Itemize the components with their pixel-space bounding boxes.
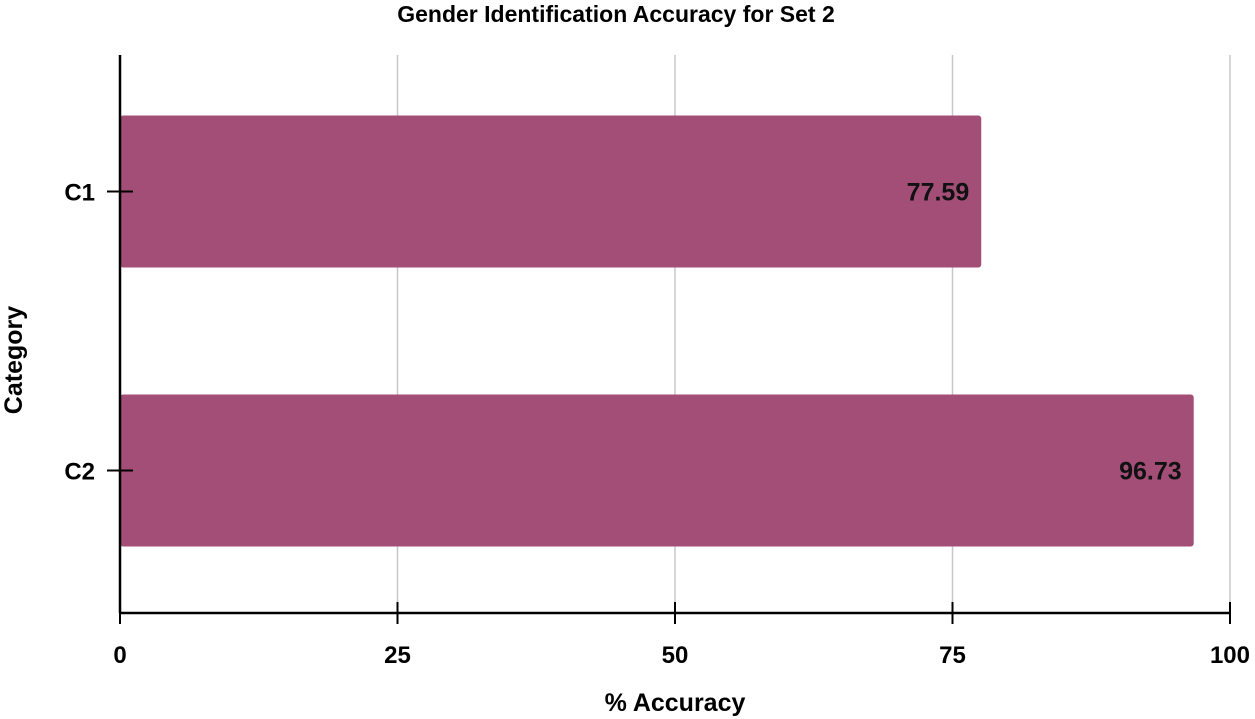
y-tick-label: C1: [64, 180, 95, 207]
x-tick-label: 0: [113, 642, 126, 669]
bars: 77.59 96.73: [120, 115, 1194, 547]
data-label-c1: 77.59: [907, 179, 970, 207]
x-tick-label: 100: [1210, 642, 1250, 669]
data-label-c2: 96.73: [1119, 458, 1182, 486]
bar-c1: [120, 115, 982, 268]
x-tick-label: 75: [939, 642, 966, 669]
x-tick-label: 50: [662, 642, 689, 669]
x-axis-title: % Accuracy: [605, 689, 746, 717]
axes: C1 C2 0 25 50 75 100: [64, 55, 1250, 669]
y-axis-title: Category: [0, 306, 28, 414]
chart-title: Gender Identification Accuracy for Set 2: [397, 1, 835, 27]
y-tick-label: C2: [64, 459, 95, 486]
bar-c2: [120, 394, 1194, 547]
x-tick-label: 25: [384, 642, 411, 669]
